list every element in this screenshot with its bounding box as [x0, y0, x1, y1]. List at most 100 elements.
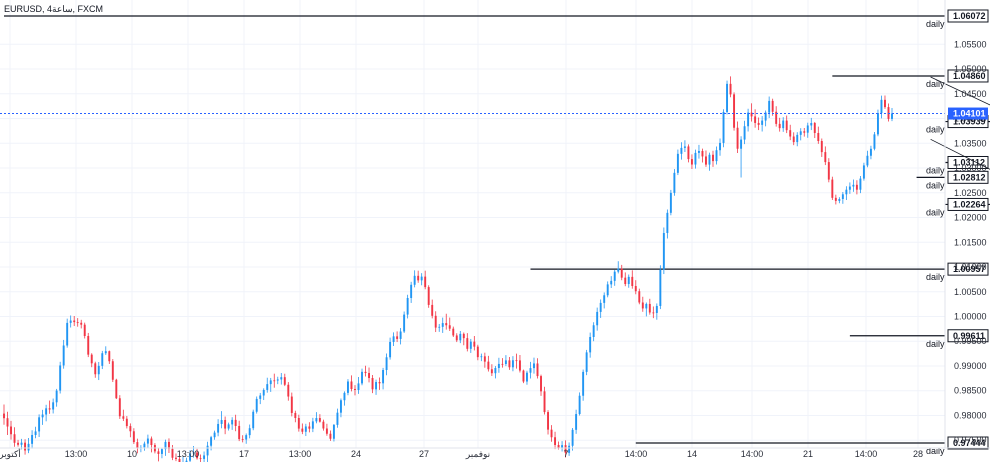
candle-body	[206, 445, 209, 456]
candle-body	[217, 423, 220, 433]
level-daily-label: daily	[926, 79, 945, 89]
trendline[interactable]	[930, 76, 990, 189]
y-tick-label: 1.05000	[954, 64, 987, 74]
candle-body	[813, 122, 816, 133]
candle-body	[613, 271, 616, 281]
level-daily-label: daily	[926, 207, 945, 217]
candle-body	[269, 380, 272, 385]
candle-body	[27, 443, 30, 451]
level-price-text: 1.02264	[953, 199, 986, 209]
x-tick-label: نوفمبر	[465, 449, 490, 460]
candle-body	[582, 371, 585, 396]
candle-body	[617, 268, 620, 272]
level-price-badge	[947, 329, 989, 343]
x-tick-label: 10	[127, 449, 137, 459]
candle-body	[350, 381, 353, 390]
candle-body	[476, 346, 479, 358]
trendline[interactable]	[930, 138, 990, 258]
trendlines[interactable]	[930, 76, 990, 258]
candle-body	[90, 354, 93, 364]
level-daily-label: daily	[926, 272, 945, 282]
level-price-text: 0.97444	[953, 438, 986, 448]
candle-body	[203, 455, 206, 459]
x-tick-label: 27	[419, 449, 429, 459]
candle-body	[862, 165, 865, 179]
candle-body	[273, 380, 276, 382]
candle-body	[606, 284, 609, 296]
candles	[3, 76, 893, 462]
candle-body	[518, 360, 521, 371]
candle-body	[638, 291, 641, 303]
candle-body	[676, 153, 679, 173]
candle-body	[673, 172, 676, 193]
y-tick-label: 1.00500	[954, 287, 987, 297]
candle-body	[719, 142, 721, 151]
time-axis[interactable]: أكتوبر 13:00 10 13:00 17 13:00 24 27 نوفمبر 7 14:0…	[0, 447, 990, 460]
x-tick-label: 7	[563, 449, 568, 459]
candle-body	[347, 381, 349, 393]
candle-body	[483, 356, 486, 362]
chart-legend: EURUSD, 4ساعة, FXCM	[4, 4, 103, 14]
candle-body	[241, 439, 244, 440]
candle-body	[568, 445, 571, 453]
candle-body	[52, 402, 55, 410]
candle-body	[192, 452, 195, 454]
candle-body	[290, 396, 293, 413]
candle-body	[459, 333, 462, 341]
y-tick-label: 1.05500	[954, 39, 987, 49]
y-tick-label: 0.97500	[954, 435, 987, 445]
candle-body	[792, 136, 795, 143]
candle-body	[62, 345, 65, 366]
level-price-text: 1.03112	[953, 157, 985, 167]
candle-body	[515, 360, 518, 362]
candle-body	[24, 442, 27, 451]
grid	[0, 0, 945, 448]
y-tick-label: 0.99500	[954, 336, 987, 346]
candle-body	[45, 408, 48, 415]
candle-body	[697, 150, 700, 153]
candle-body	[589, 336, 592, 353]
candle-body	[669, 192, 672, 213]
candle-body	[150, 438, 153, 446]
candle-body	[480, 356, 483, 358]
candle-body	[382, 370, 385, 384]
y-tick-label: 1.04500	[954, 89, 987, 99]
candle-body	[69, 320, 72, 323]
level-daily-label: daily	[926, 165, 945, 175]
candle-body	[420, 276, 423, 281]
candle-body	[189, 453, 191, 461]
candle-body	[666, 212, 669, 234]
x-tick-label: 13:00	[289, 449, 312, 459]
candle-body	[497, 363, 500, 369]
price-axis[interactable]: 1.055001.050001.045001.040001.035001.030…	[944, 0, 988, 448]
candle-body	[294, 412, 297, 419]
candle-body	[526, 372, 528, 382]
candle-body	[554, 437, 557, 445]
candle-body	[129, 426, 132, 432]
candle-body	[234, 419, 237, 426]
candle-body	[655, 305, 658, 313]
level-price-badge	[947, 436, 989, 450]
candle-body	[487, 361, 490, 370]
candle-body	[768, 100, 771, 113]
candle-body	[743, 126, 746, 140]
candle-body	[501, 363, 504, 365]
candle-body	[31, 434, 34, 444]
candle-body	[473, 341, 476, 347]
horizontal-levels[interactable]: daily 1.06072 daily 1.04860 daily 1.03939 dail…	[4, 9, 990, 456]
candle-body	[413, 275, 416, 285]
y-tick-label: 1.00000	[954, 312, 987, 322]
y-tick-label: 1.02500	[954, 188, 987, 198]
x-tick-label: 13:00	[177, 449, 200, 459]
candle-body	[20, 442, 23, 445]
level-price-text: 0.99611	[953, 331, 985, 341]
y-tick-label: 1.03000	[954, 163, 987, 173]
level-price-text: 1.06072	[953, 11, 986, 21]
candle-body	[575, 414, 578, 430]
candle-body	[283, 377, 286, 385]
level-daily-label: daily	[926, 446, 945, 456]
candle-body	[884, 99, 886, 108]
candle-body	[452, 328, 455, 336]
